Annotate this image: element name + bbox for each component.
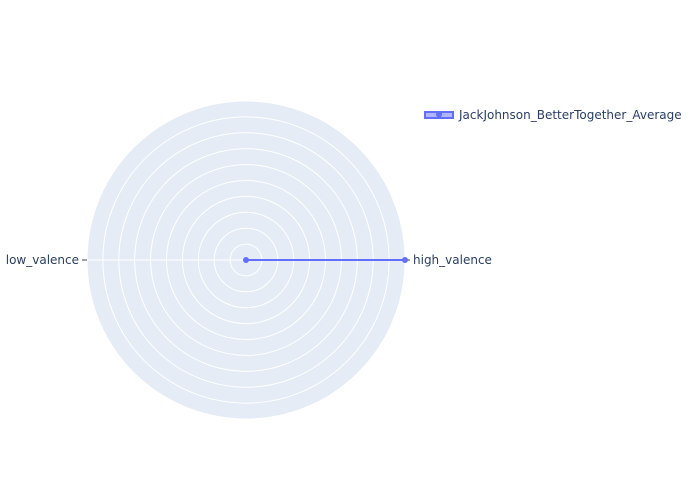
angular-tick-label: low_valence (6, 253, 79, 267)
series-point (243, 257, 249, 263)
legend-label: JackJohnson_BetterTogether_Average (458, 108, 682, 122)
legend[interactable]: JackJohnson_BetterTogether_Average (424, 108, 682, 122)
series-point (402, 257, 408, 263)
legend-marker (436, 111, 442, 118)
legend-item[interactable]: JackJohnson_BetterTogether_Average (424, 108, 682, 122)
angular-tick-label: high_valence (413, 253, 492, 267)
series-layer (243, 257, 408, 263)
